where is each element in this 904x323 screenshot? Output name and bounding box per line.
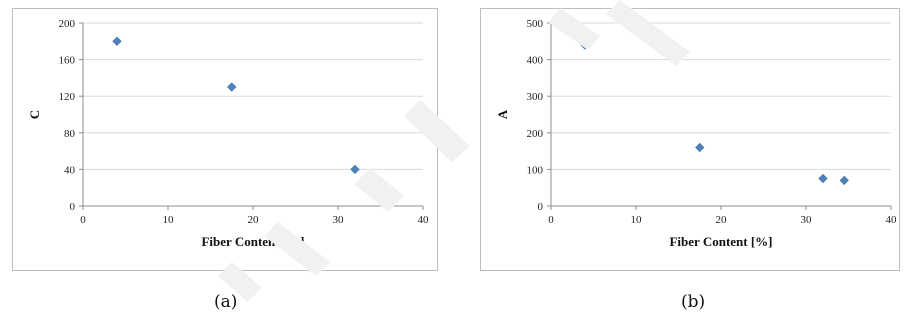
y-tick-label-4: 400 (527, 55, 544, 67)
x-tick-label-3: 30 (801, 214, 813, 226)
x-axis-title: Fiber Content [%] (669, 234, 772, 249)
y-tick-label-1: 40 (64, 164, 76, 176)
chart-panel-a: 0 40 80 120 160 200 0 10 20 30 40 Fiber Content [%]… (12, 8, 438, 271)
x-tick-label-2: 20 (248, 214, 260, 226)
data-point-3 (371, 176, 381, 186)
data-point-0 (112, 36, 122, 46)
chart-panel-b: 0 100 200 300 400 500 0 10 20 30 40 Fiber Content [… (480, 8, 900, 271)
y-tick-label-0: 0 (70, 201, 76, 213)
caption-b: (b) (681, 292, 706, 312)
data-point-1 (227, 82, 237, 92)
x-tick-label-4: 40 (418, 214, 430, 226)
x-axis-title: Fiber Content [%] (201, 234, 304, 249)
y-axis-title: A (495, 109, 510, 119)
x-tick-label-4: 40 (886, 214, 898, 226)
y-tick-label-0: 0 (538, 201, 544, 213)
data-point-2 (350, 164, 360, 175)
caption-a: (a) (214, 292, 238, 312)
y-tick-label-4: 160 (59, 55, 76, 67)
x-tick-label-0: 0 (548, 214, 554, 226)
y-tick-label-3: 120 (59, 91, 76, 103)
data-point-0 (580, 40, 590, 50)
x-tick-label-1: 10 (631, 214, 643, 226)
x-tick-label-0: 0 (80, 214, 86, 226)
x-tick-label-1: 10 (163, 214, 175, 226)
scatter-chart-c: 0 40 80 120 160 200 0 10 20 30 40 Fiber Content [%]… (27, 18, 430, 249)
y-tick-label-2: 80 (64, 128, 76, 140)
data-point-3 (839, 175, 849, 186)
y-tick-label-5: 500 (527, 18, 544, 30)
y-tick-label-3: 300 (527, 91, 544, 103)
x-tick-label-3: 30 (333, 214, 345, 226)
x-tick-label-2: 20 (716, 214, 728, 226)
y-axis-title: C (27, 110, 42, 119)
y-tick-label-5: 200 (59, 18, 76, 30)
y-tick-label-2: 200 (527, 128, 544, 140)
y-tick-label-1: 100 (527, 164, 544, 176)
scatter-chart-a: 0 100 200 300 400 500 0 10 20 30 40 Fiber Content [… (495, 18, 898, 249)
data-point-2 (818, 173, 828, 184)
data-point-1 (695, 142, 705, 153)
